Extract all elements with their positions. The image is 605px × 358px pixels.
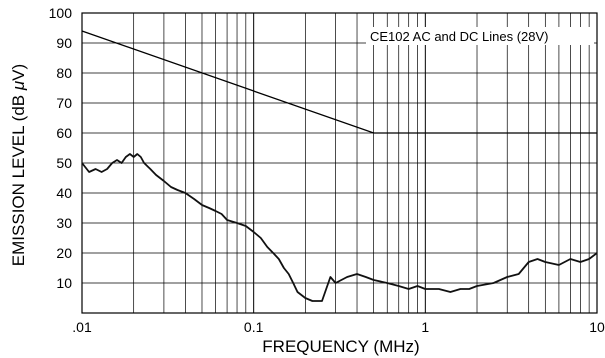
series-group <box>81 153 598 302</box>
y-tick-label: 100 <box>49 5 73 21</box>
series-line-1 <box>81 153 598 302</box>
x-tick-label: .01 <box>72 319 92 335</box>
y-axis-title: EMISSION LEVEL (dB μV) <box>9 64 28 266</box>
x-tick-label: 10 <box>589 319 605 335</box>
y-tick-label: 20 <box>56 245 72 261</box>
y-axis-title-end: V) <box>9 64 28 81</box>
y-tick-labels: 10 20 30 40 50 60 70 80 90 100 <box>49 5 73 291</box>
y-tick-label: 40 <box>56 185 72 201</box>
x-tick-label: 0.1 <box>244 319 264 335</box>
y-tick-label: 50 <box>56 155 72 171</box>
y-tick-label: 70 <box>56 95 72 111</box>
x-tick-labels: .01 0.1 1 10 <box>72 319 605 335</box>
annotation-box <box>366 27 594 45</box>
x-axis-title: FREQUENCY (MHz) <box>262 337 419 356</box>
y-tick-label: 80 <box>56 65 72 81</box>
y-tick-label: 30 <box>56 215 72 231</box>
x-tick-label: 1 <box>421 319 429 335</box>
limit-line <box>81 30 597 134</box>
y-axis-title-main: EMISSION LEVEL (dB <box>9 90 28 266</box>
annotation-label: CE102 AC and DC Lines (28V) <box>370 29 548 44</box>
y-tick-label: 10 <box>56 275 72 291</box>
grid <box>81 12 598 314</box>
y-axis-title-mu: μ <box>9 80 28 91</box>
y-tick-label: 90 <box>56 35 72 51</box>
y-tick-label: 60 <box>56 125 72 141</box>
limit-line-group <box>81 30 597 134</box>
